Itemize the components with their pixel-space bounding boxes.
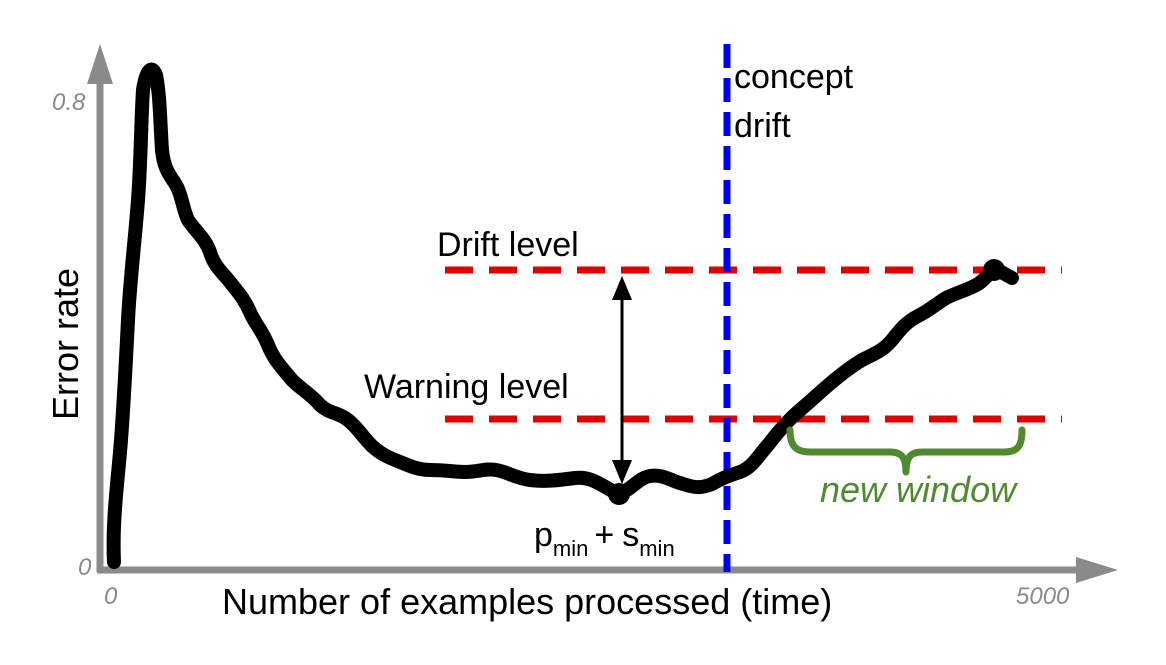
y-tick-bottom: 0 xyxy=(78,554,92,581)
plus-symbol: + xyxy=(594,516,614,554)
s-subscript: min xyxy=(639,536,674,561)
new-window-brace xyxy=(786,426,1026,476)
y-axis-arrowhead xyxy=(87,44,113,84)
p-subscript: min xyxy=(553,536,588,561)
s-symbol: s xyxy=(622,516,639,554)
y-axis-label: Error rate xyxy=(45,268,86,420)
warning-level-label: Warning level xyxy=(364,368,569,406)
pmin-marker xyxy=(608,483,630,505)
concept-drift-label-line1: concept xyxy=(734,58,854,96)
new-window-label: new window xyxy=(820,469,1018,510)
x-axis-label: Number of examples processed (time) xyxy=(222,581,832,622)
drift-level-label: Drift level xyxy=(437,226,579,264)
detection-marker xyxy=(983,259,1005,281)
y-tick-top: 0.8 xyxy=(52,89,86,116)
p-symbol: p xyxy=(534,516,553,554)
distance-arrow-top-head xyxy=(612,276,632,300)
x-tick-start: 0 xyxy=(104,583,118,610)
pmin-smin-label: pmin + smin xyxy=(534,516,675,561)
x-tick-end: 5000 xyxy=(1016,583,1070,610)
error-rate-curve xyxy=(106,62,1019,569)
concept-drift-label-line2: drift xyxy=(734,107,791,145)
x-axis-arrowhead xyxy=(1076,557,1118,583)
distance-arrow-bottom-head xyxy=(612,460,632,484)
